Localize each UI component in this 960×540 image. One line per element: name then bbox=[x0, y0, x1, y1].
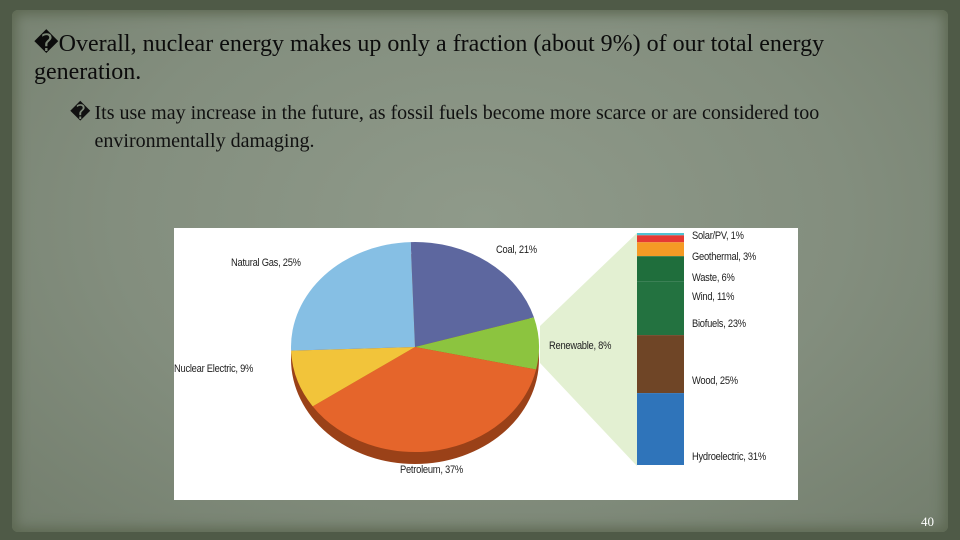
bar-segment-wind bbox=[637, 256, 684, 282]
bullet-2: � Its use may increase in the future, as … bbox=[70, 99, 910, 155]
bar-segment-biofuels bbox=[637, 281, 684, 336]
bullet-marker: � bbox=[70, 102, 91, 124]
label-renewable: Renewable, 8% bbox=[549, 340, 612, 352]
bar-segment-solar-pv bbox=[637, 233, 684, 236]
label-natural-gas: Natural Gas, 25% bbox=[231, 257, 301, 269]
pie-slice-coal bbox=[410, 242, 534, 347]
energy-pie-chart: Coal, 21% Renewable, 8% Petroleum, 37% N… bbox=[174, 228, 798, 500]
label-geothermal: Geothermal, 3% bbox=[692, 251, 757, 263]
label-biofuels: Biofuels, 23% bbox=[692, 318, 746, 330]
label-waste: Waste, 6% bbox=[692, 272, 735, 284]
chart-svg bbox=[291, 233, 684, 466]
pie-slice-natural-gas bbox=[291, 242, 415, 351]
label-wood: Wood, 25% bbox=[692, 375, 738, 387]
label-hydroelectric: Hydroelectric, 31% bbox=[692, 451, 766, 463]
pie-slice-petroleum bbox=[312, 347, 537, 452]
bar-segment-waste bbox=[637, 242, 684, 257]
pie-slice-renewable bbox=[415, 317, 539, 370]
pie-slice-nuclear-electric bbox=[291, 347, 415, 407]
bar-segment-wood bbox=[637, 335, 684, 394]
label-solar: Solar/PV, 1% bbox=[692, 230, 744, 242]
label-wind: Wind, 11% bbox=[692, 291, 735, 303]
label-nuclear: Nuclear Electric, 9% bbox=[174, 363, 254, 375]
label-petroleum: Petroleum, 37% bbox=[400, 464, 463, 476]
bar-segment-geothermal bbox=[637, 235, 684, 243]
bullet-2-text: Its use may increase in the future, as f… bbox=[94, 102, 820, 152]
bullet-1: �Overall, nuclear energy makes up only a… bbox=[34, 31, 825, 85]
label-coal: Coal, 21% bbox=[496, 244, 537, 256]
callout-wedge bbox=[540, 233, 637, 466]
bar-segment-hydroelectric bbox=[637, 393, 684, 465]
page-number: 40 bbox=[921, 514, 934, 529]
